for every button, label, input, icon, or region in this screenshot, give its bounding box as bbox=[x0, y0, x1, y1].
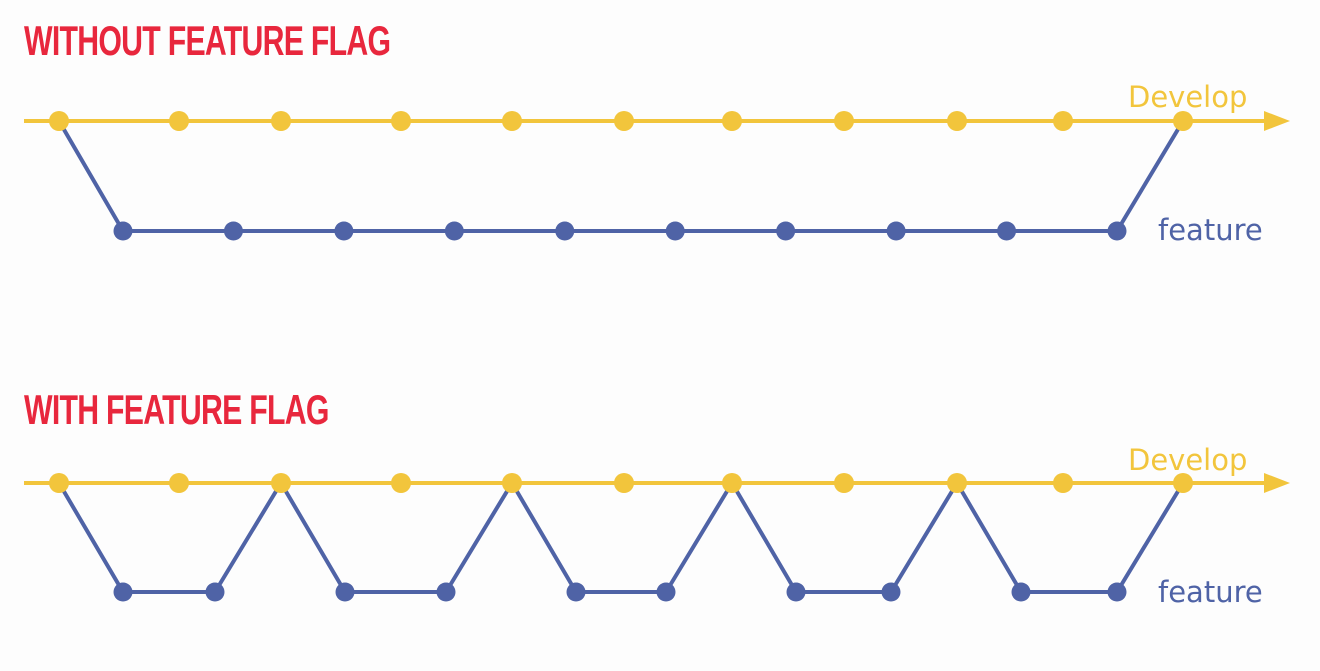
develop-commit-dot bbox=[722, 111, 742, 131]
feature-branch-line bbox=[279, 481, 514, 594]
develop-commit-dot bbox=[1173, 473, 1193, 493]
feature-commit-dot bbox=[113, 221, 133, 241]
develop-arrow-head bbox=[1264, 111, 1290, 131]
develop-commit-dot bbox=[834, 111, 854, 131]
develop-commit-dot bbox=[49, 473, 69, 493]
section-title-with-flag: WITH FEATURE FLAG bbox=[24, 386, 329, 433]
feature-commit-dot bbox=[444, 221, 464, 241]
develop-commit-dot bbox=[947, 473, 967, 493]
feature-label: feature bbox=[1158, 213, 1263, 247]
develop-commit-dot bbox=[1173, 111, 1193, 131]
feature-commit-dot bbox=[786, 582, 806, 602]
feature-commit-dot bbox=[555, 221, 575, 241]
develop-commit-dot bbox=[502, 111, 522, 131]
develop-label: Develop bbox=[1128, 443, 1247, 477]
feature-commit-dot bbox=[1107, 582, 1127, 602]
feature-commit-dot bbox=[997, 221, 1017, 241]
develop-commit-dot bbox=[271, 111, 291, 131]
develop-commit-dot bbox=[614, 111, 634, 131]
develop-commit-dot bbox=[49, 111, 69, 131]
feature-commit-dot bbox=[1107, 221, 1127, 241]
develop-commit-dot bbox=[391, 111, 411, 131]
feature-commit-dot bbox=[223, 221, 243, 241]
feature-commit-dot bbox=[566, 582, 586, 602]
feature-commit-dot bbox=[113, 582, 133, 602]
diagram-without-feature-flag: Develop feature bbox=[24, 80, 1290, 247]
feature-label: feature bbox=[1158, 575, 1263, 609]
feature-commit-dot bbox=[665, 221, 685, 241]
develop-commit-dot bbox=[169, 111, 189, 131]
feature-commit-dot bbox=[776, 221, 796, 241]
develop-arrow-head bbox=[1264, 473, 1290, 493]
feature-commit-dot bbox=[335, 582, 355, 602]
feature-branch-line bbox=[57, 481, 283, 594]
develop-commit-dot bbox=[834, 473, 854, 493]
diagram-with-feature-flag: Develop feature bbox=[24, 443, 1290, 609]
develop-commit-dot bbox=[502, 473, 522, 493]
develop-commit-dot bbox=[271, 473, 291, 493]
feature-branch-line bbox=[955, 481, 1185, 594]
develop-commit-dot bbox=[1053, 473, 1073, 493]
section-title-without-flag: WITHOUT FEATURE FLAG bbox=[24, 17, 391, 64]
feature-commit-dot bbox=[881, 582, 901, 602]
develop-commit-dot bbox=[722, 473, 742, 493]
branch-shapes bbox=[24, 473, 1290, 602]
feature-branch-line bbox=[510, 481, 734, 594]
feature-commit-dot bbox=[205, 582, 225, 602]
develop-commit-dot bbox=[391, 473, 411, 493]
develop-commit-dot bbox=[614, 473, 634, 493]
develop-commit-dot bbox=[947, 111, 967, 131]
branch-shapes bbox=[24, 111, 1290, 241]
feature-commit-dot bbox=[334, 221, 354, 241]
feature-commit-dot bbox=[436, 582, 456, 602]
feature-branch-line bbox=[57, 119, 1185, 233]
feature-branch-line bbox=[730, 481, 959, 594]
develop-commit-dot bbox=[1053, 111, 1073, 131]
develop-label: Develop bbox=[1128, 80, 1247, 114]
feature-commit-dot bbox=[656, 582, 676, 602]
develop-commit-dot bbox=[169, 473, 189, 493]
feature-commit-dot bbox=[886, 221, 906, 241]
feature-commit-dot bbox=[1011, 582, 1031, 602]
